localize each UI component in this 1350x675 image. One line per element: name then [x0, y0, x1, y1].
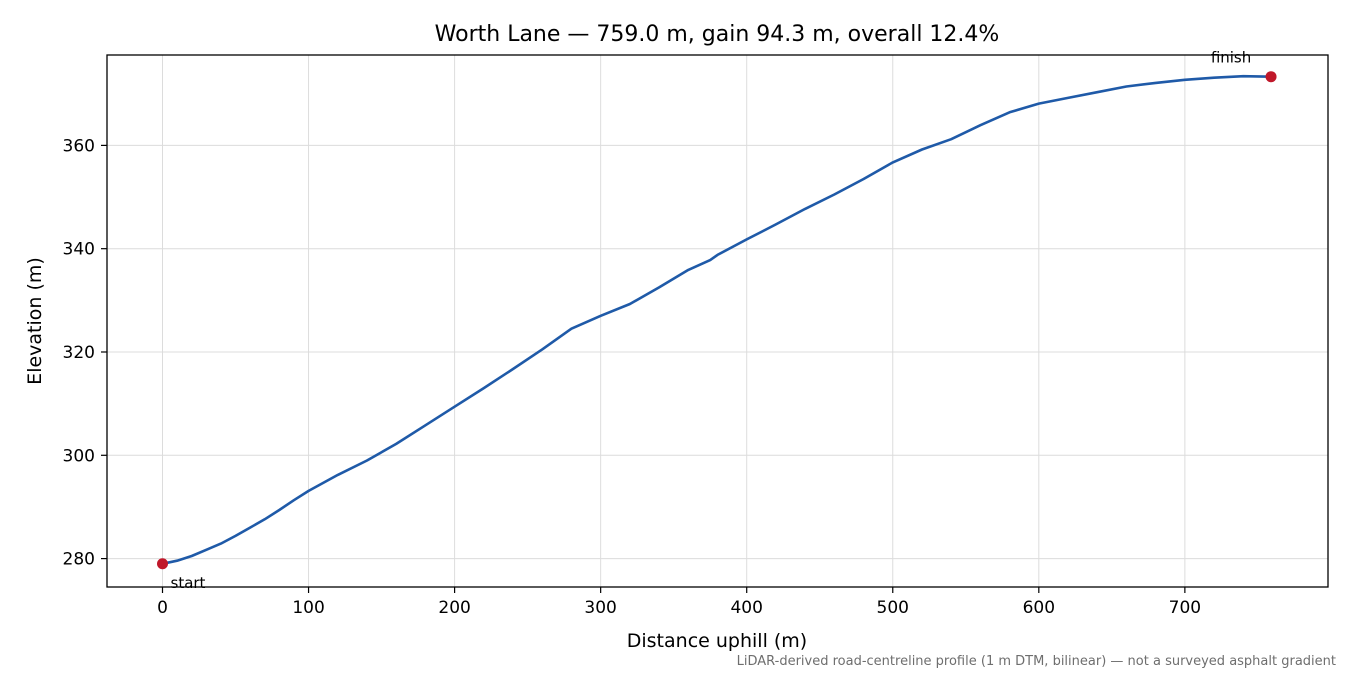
x-tick-label: 300 — [584, 598, 616, 618]
x-tick-label: 600 — [1023, 598, 1055, 618]
marker-layer — [157, 71, 1277, 570]
x-axis-title: Distance uphill (m) — [627, 630, 807, 652]
chart-title: Worth Lane — 759.0 m, gain 94.3 m, overa… — [435, 22, 1000, 47]
y-tick-label: 360 — [63, 136, 95, 156]
elevation-line — [161, 74, 1273, 566]
y-axis-title: Elevation (m) — [24, 257, 46, 385]
y-tick-label: 320 — [63, 343, 95, 363]
x-axis-ticks: 0 100 200 300 400 500 600 700 — [157, 587, 1201, 618]
footnote: LiDAR-derived road-centreline profile (1… — [737, 654, 1336, 669]
x-tick-label: 400 — [730, 598, 762, 618]
y-tick-label: 340 — [63, 240, 95, 260]
start-marker — [157, 558, 168, 570]
start-label: start — [171, 574, 206, 592]
x-tick-label: 100 — [292, 598, 324, 618]
x-tick-label: 200 — [438, 598, 470, 618]
finish-marker — [1265, 71, 1277, 83]
x-tick-label: 0 — [157, 598, 168, 618]
y-axis-ticks: 280 300 320 340 360 — [63, 136, 107, 570]
series-layer — [161, 74, 1273, 566]
y-tick-label: 300 — [63, 446, 95, 466]
x-tick-label: 700 — [1169, 598, 1201, 618]
finish-label: finish — [1211, 49, 1251, 67]
plot-frame — [106, 54, 1329, 588]
grid-lines — [107, 55, 1328, 587]
x-tick-label: 500 — [877, 598, 909, 618]
y-tick-label: 280 — [63, 550, 95, 570]
